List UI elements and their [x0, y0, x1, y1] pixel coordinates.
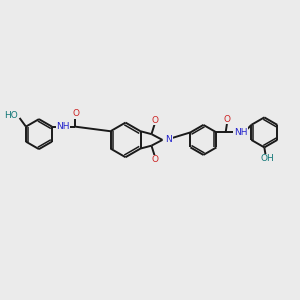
Text: OH: OH — [260, 154, 274, 164]
Text: O: O — [73, 109, 80, 118]
Text: O: O — [152, 116, 159, 125]
Text: HO: HO — [4, 111, 18, 120]
Text: O: O — [152, 155, 159, 164]
Text: O: O — [224, 115, 231, 124]
Text: NH: NH — [234, 128, 247, 137]
Text: NH: NH — [56, 122, 70, 131]
Text: N: N — [165, 135, 172, 144]
